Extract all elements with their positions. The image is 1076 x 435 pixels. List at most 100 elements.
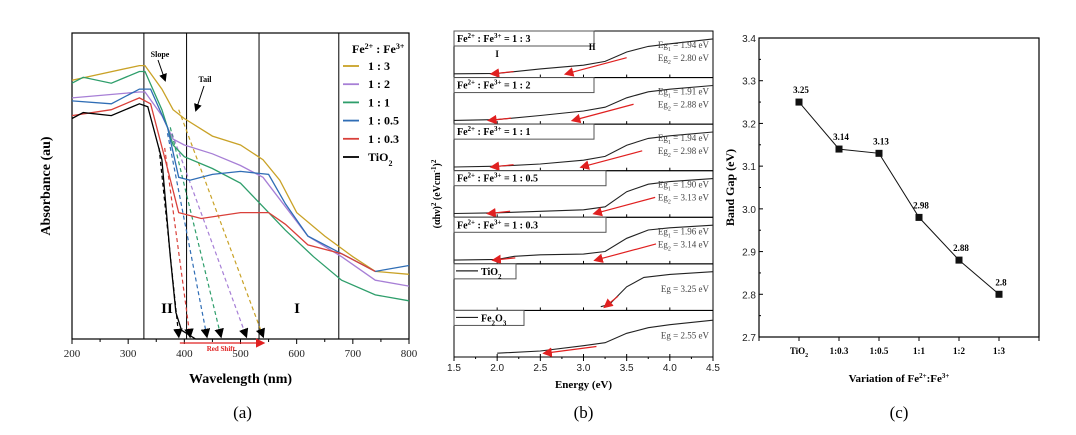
x-tick-label: 4.0 <box>663 363 677 374</box>
text-part: eV <box>696 53 709 63</box>
band-gap-line <box>798 101 1000 295</box>
sample-label: Fe2+ : Fe3+ = 1 : 0.5 <box>457 172 538 185</box>
band-gap-value: Eg2 = 3.13 eV <box>658 193 710 206</box>
sample-label-box <box>453 170 607 187</box>
absorption-curve <box>453 178 714 215</box>
text-part: 2+ <box>468 32 476 40</box>
text-part: Fe <box>352 42 365 56</box>
extrapolation-arrow <box>592 196 656 217</box>
text-part: 1 <box>668 187 671 193</box>
text-part: 1 <box>668 47 671 53</box>
text-part: 3+ <box>942 372 950 380</box>
x-tick-label: 3.5 <box>620 363 634 374</box>
text-part: 2 <box>388 159 392 168</box>
text-part: 1 <box>668 140 671 146</box>
slope-label: Slope <box>151 50 170 59</box>
absorption-curve <box>453 224 714 261</box>
text-part: (eVcm <box>432 172 443 203</box>
text-part: 2+ <box>468 79 476 87</box>
band-gap-value: Eg = 2.55 eV <box>661 330 710 340</box>
legend-entry: 1 : 2 <box>368 77 390 91</box>
text-part: 1.90 <box>681 180 697 190</box>
text-part: 3.13 <box>681 193 697 203</box>
text-part: 1.94 <box>681 133 697 143</box>
text-part: 2+ <box>365 42 374 51</box>
data-label: 3.25 <box>793 85 809 95</box>
band-gap-value: Eg2 = 2.80 eV <box>658 53 710 66</box>
text-part: Eg <box>661 330 671 340</box>
x-tick-label: 1.5 <box>447 363 461 374</box>
text-part: ) <box>432 163 443 166</box>
text-part: 3 <box>503 319 507 327</box>
data-point-marker <box>795 98 803 106</box>
text-part: 1 : 0.3 <box>512 220 538 231</box>
y-tick-label: 3.4 <box>742 34 756 45</box>
x-tick-label: 300 <box>120 348 137 360</box>
extrapolation-arrow <box>579 150 643 170</box>
band-gap-value: Eg1 = 1.96 eV <box>658 226 710 239</box>
text-part: 1 : 3 <box>512 34 530 45</box>
sample-label-box <box>453 77 595 94</box>
text-part: = <box>671 133 681 143</box>
text-part: :Fe <box>927 373 942 385</box>
text-part: : Fe <box>475 174 494 185</box>
text-part: 2 <box>498 273 502 281</box>
text-part: 3.14 <box>681 239 697 249</box>
text-part: 2 <box>668 107 671 113</box>
x-axis-label: Wavelength (nm) <box>189 372 292 387</box>
text-part: 1 : 2 <box>512 81 530 92</box>
text-part: = <box>671 87 681 97</box>
extrapolation-arrow <box>489 161 514 171</box>
text-part: 3+ <box>494 218 502 226</box>
text-part: 2.98 <box>681 146 697 156</box>
x-axis-label: Variation of Fe2+:Fe3+ <box>849 372 950 385</box>
text-part: 2+ <box>919 372 927 380</box>
text-part: 1 : 2 <box>368 77 390 91</box>
extrapolation-arrow <box>487 114 512 125</box>
band-gap-value: Eg2 = 2.98 eV <box>658 146 710 159</box>
series-line <box>71 70 410 302</box>
x-tick-label: 600 <box>288 348 305 360</box>
text-part: 1:0.5 <box>870 346 889 356</box>
panel-caption: (c) <box>890 403 909 422</box>
sample-label: Fe2+ : Fe3+ = 1 : 1 <box>457 125 530 138</box>
data-point-marker <box>995 290 1003 298</box>
series-line <box>71 91 410 287</box>
y-tick-label: 3.2 <box>742 119 756 130</box>
x-tick-label: TiO2 <box>790 346 808 359</box>
text-part: 2 <box>430 202 438 206</box>
text-part: Fe <box>457 127 468 138</box>
data-label: 2.88 <box>953 243 969 253</box>
text-part: 2.88 <box>681 100 697 110</box>
data-point-marker <box>835 145 843 153</box>
text-part: eV <box>696 284 709 294</box>
band-gap-value: Eg = 3.25 eV <box>661 284 710 294</box>
text-part: Eg <box>658 100 668 110</box>
tail-arrow <box>194 85 205 112</box>
text-part: 2 <box>668 246 671 252</box>
text-part: = <box>501 174 512 185</box>
text-part: eV <box>696 239 709 249</box>
text-part: Eg <box>658 146 668 156</box>
x-tick-label: 1:0.3 <box>830 346 849 356</box>
y-tick-label: 2.9 <box>742 248 756 259</box>
data-label: 3.13 <box>873 136 889 146</box>
y-tick-label: 3.3 <box>742 77 756 88</box>
text-part: -1 <box>430 166 438 172</box>
text-part: 1.96 <box>681 226 697 236</box>
x-tick-label: 1:1 <box>913 346 925 356</box>
tangent-arrow <box>169 127 224 339</box>
tauc-subpanel: TiO2 Eg = 3.25 eV <box>453 263 714 311</box>
text-part: 1.91 <box>681 87 697 97</box>
text-part: 2 <box>805 353 808 359</box>
text-part: TiO <box>481 267 498 278</box>
x-tick-label: 500 <box>232 348 249 360</box>
text-part: 2 <box>492 319 496 327</box>
data-label: 3.14 <box>833 132 849 142</box>
text-part: eV <box>696 133 709 143</box>
text-part: 1 <box>668 233 671 239</box>
text-part: 1 : 0.3 <box>368 132 399 146</box>
